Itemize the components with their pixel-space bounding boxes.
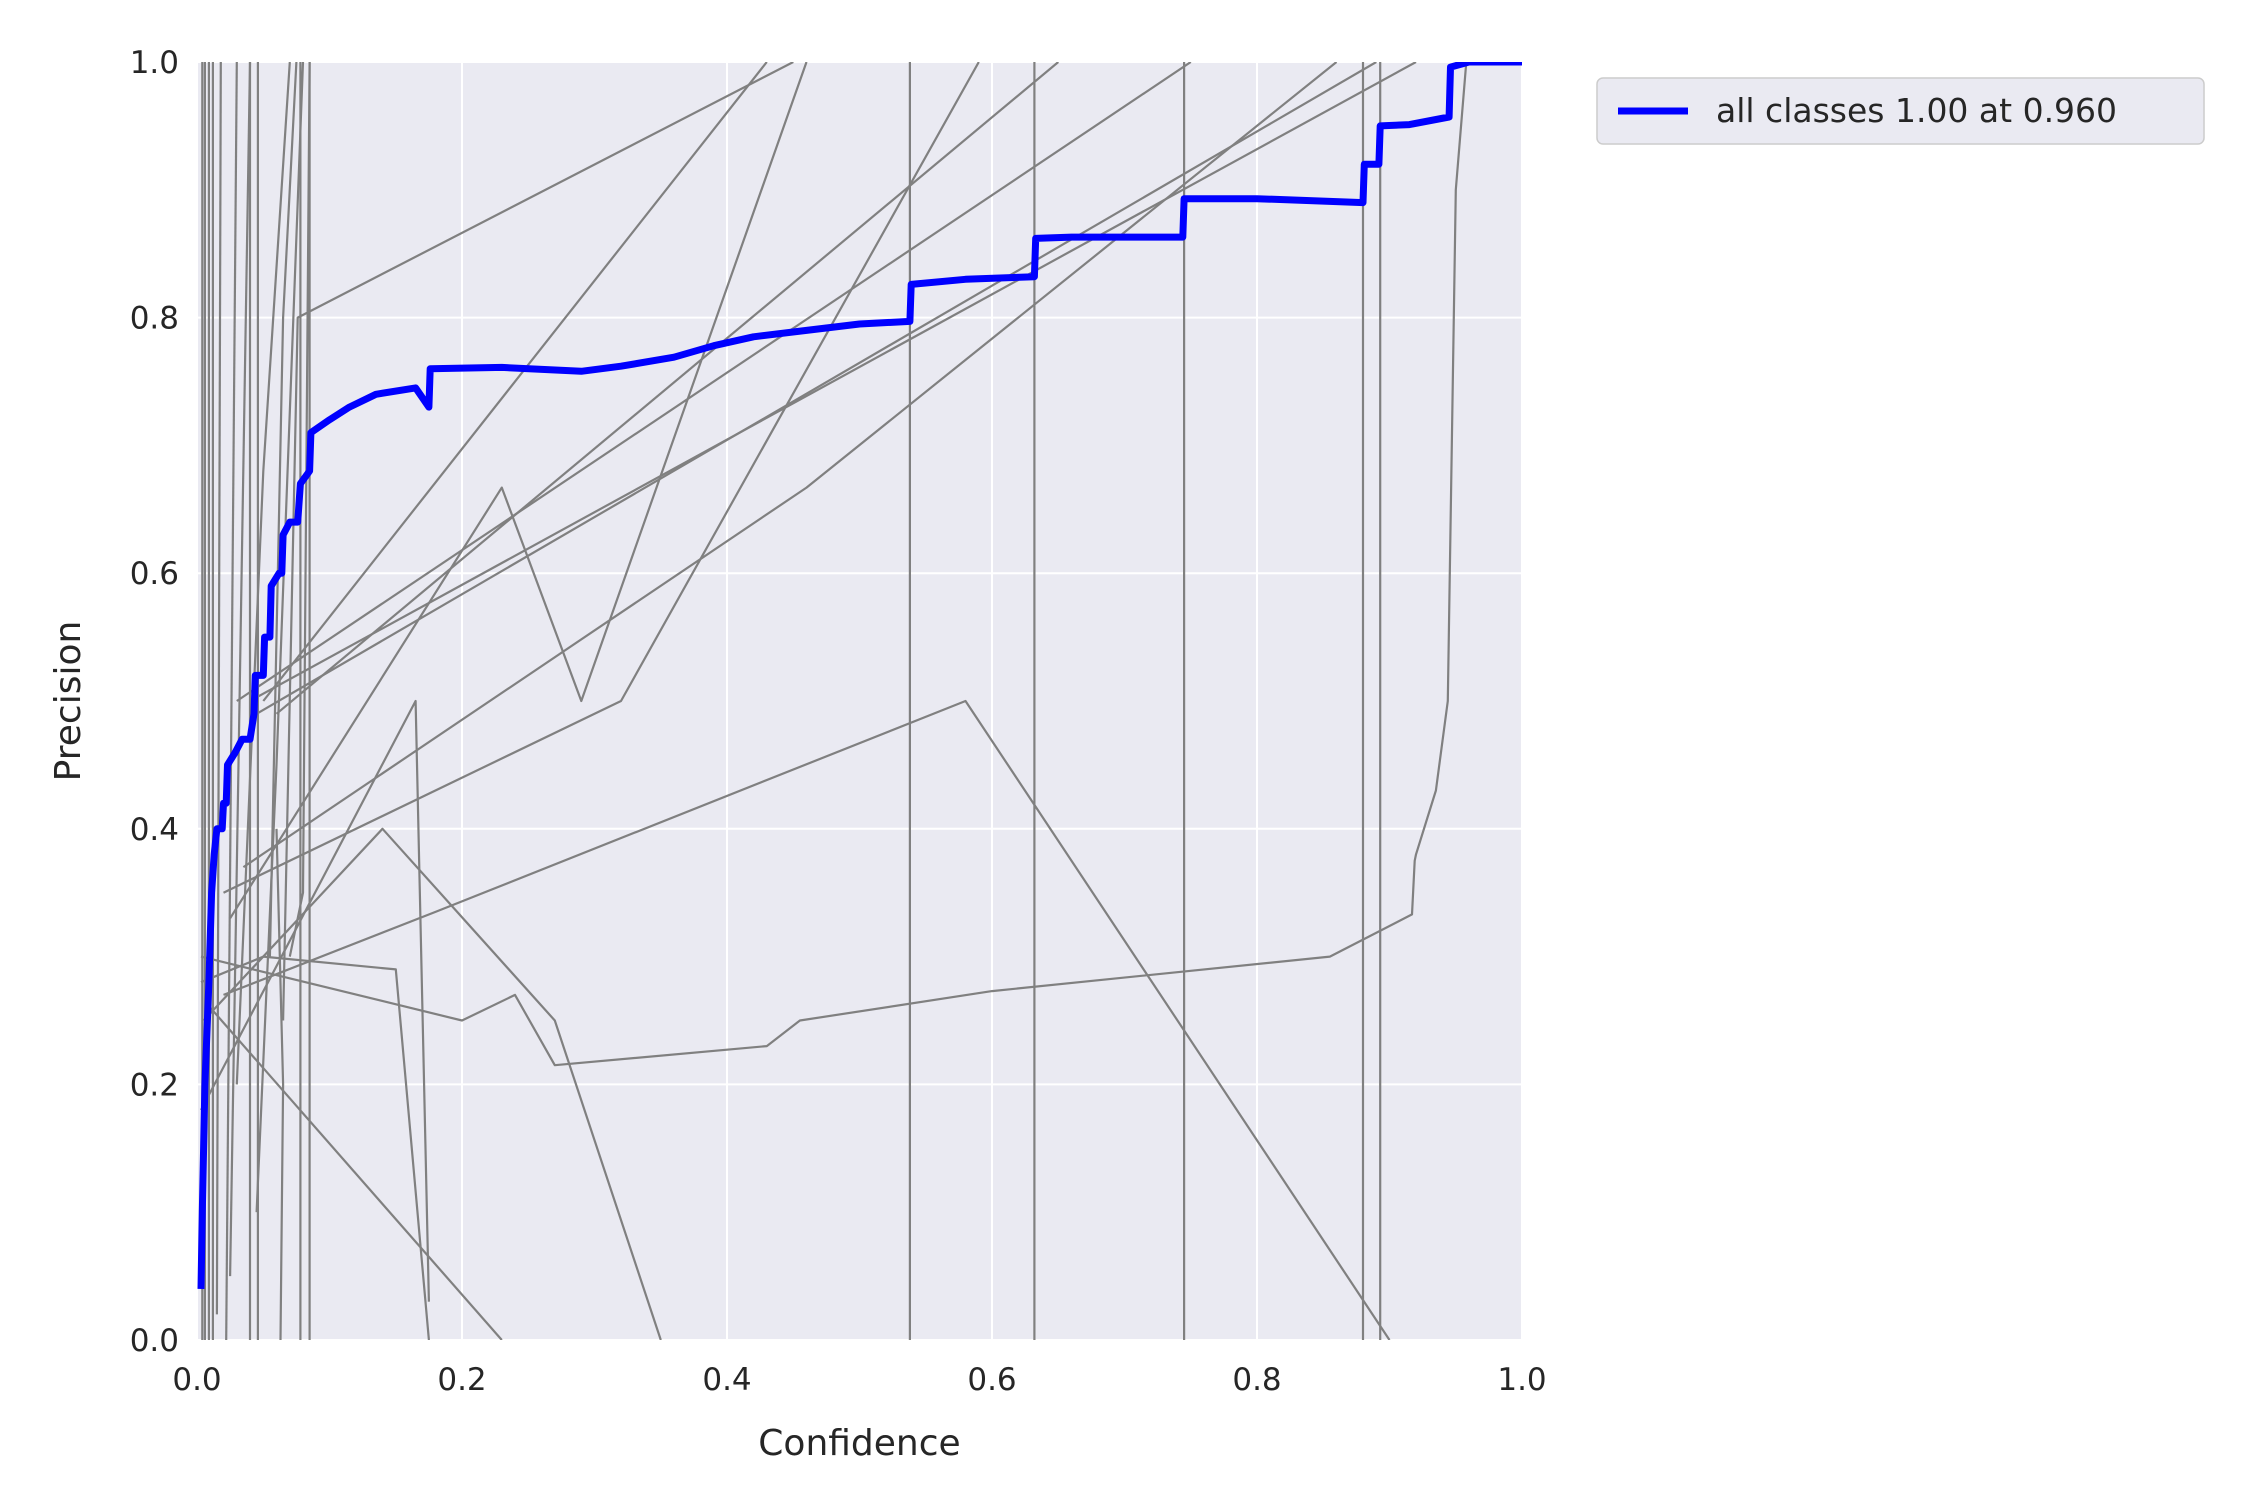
legend-label-all-classes: all classes 1.00 at 0.960 [1716,91,2117,130]
legend-box [1596,77,2205,145]
x-tick-label: 0.6 [967,1362,1016,1398]
class-series-line [223,62,980,894]
class-series-line [235,62,291,1085]
class-series-line [282,62,794,1021]
class-series-line [255,62,305,1213]
y-tick-label: 0.4 [130,812,179,848]
y-tick-label: 0.8 [130,301,179,337]
x-tick-label: 0.8 [1232,1362,1281,1398]
class-series-line [225,62,238,1340]
all-classes-series-line [197,62,1522,1289]
class-series-line [229,62,808,919]
y-tick-label: 0.6 [130,556,179,592]
x-axis-label: Confidence [758,1423,960,1464]
y-tick-label: 1.0 [130,45,179,81]
class-series-line [229,62,252,1277]
grid-lines [196,61,1523,1341]
class-series-line [249,62,1417,702]
class-series-line [215,62,222,1315]
class-series-line [202,827,662,1340]
class-series-line [200,955,430,1340]
x-tick-label: 1.0 [1497,1362,1546,1398]
class-series-line [262,62,768,702]
y-tick-label: 0.0 [130,1323,179,1359]
class-series-line [288,62,311,957]
legend: all classes 1.00 at 0.960 [1596,77,2205,145]
plot-area [197,62,1522,1340]
class-series-line [223,699,1391,1340]
class-series-line [275,62,1060,715]
class-series-line [275,828,285,1340]
x-axis-ticks: 0.0 0.2 0.4 0.6 0.8 1.0 [172,1362,1546,1398]
x-tick-label: 0.2 [437,1362,486,1398]
class-series-line [268,62,298,957]
class-series-line [200,699,430,1302]
class-series-line [236,62,1192,702]
y-tick-label: 0.2 [130,1067,179,1103]
class-series-line [242,62,1338,869]
y-axis-ticks: 0.0 0.2 0.4 0.6 0.8 1.0 [130,45,179,1359]
x-tick-label: 0.0 [172,1362,221,1398]
y-axis-label: Precision [48,621,89,782]
series-layer [197,62,1522,1340]
class-series-line [200,62,1468,1067]
class-series-line [256,62,1377,715]
x-tick-label: 0.4 [702,1362,751,1398]
